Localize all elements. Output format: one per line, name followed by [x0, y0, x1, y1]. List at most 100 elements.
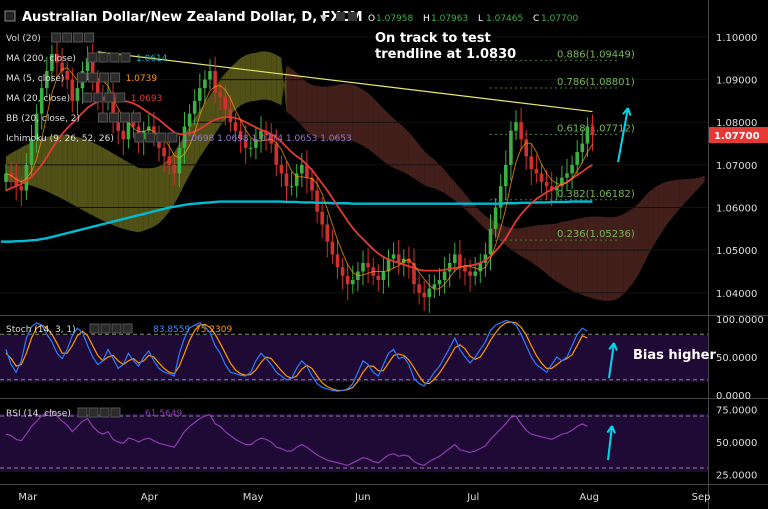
menu-icon[interactable] [111, 323, 122, 334]
eye-icon[interactable] [108, 112, 119, 123]
candle-body [203, 79, 207, 89]
eye-icon[interactable] [62, 32, 73, 43]
menu-icon[interactable] [88, 407, 99, 418]
chevron-down-icon[interactable]: ▼ [320, 14, 327, 24]
indicator-label[interactable]: MA (5, close) [6, 74, 64, 84]
candle-body [223, 96, 228, 110]
cloud-segment [62, 135, 68, 202]
candle-body [345, 275, 350, 285]
rsi-value: 61.5649 [145, 409, 182, 419]
menu-icon[interactable] [104, 92, 115, 103]
eye-icon[interactable] [145, 132, 156, 143]
candle-body [192, 100, 197, 114]
settings-icon[interactable] [89, 323, 100, 334]
price-tick-label: 1.09000 [716, 76, 757, 87]
menu-icon[interactable] [73, 32, 84, 43]
price-pane: 0.886(1.09449) 0.786(1.08801) 0.618(1.0771… [0, 36, 708, 313]
settings-icon[interactable] [77, 407, 88, 418]
eye-icon[interactable] [98, 52, 109, 63]
settings-icon[interactable] [51, 32, 62, 43]
cloud-segment [597, 216, 603, 301]
cloud-segment [638, 197, 644, 275]
menu-icon[interactable] [99, 407, 110, 418]
cloud-segment [643, 192, 649, 265]
menu-icon[interactable] [119, 112, 130, 123]
rsi-title[interactable]: RSI (14, close) [6, 409, 71, 419]
stoch-pane: Stoch (14, 3, 1) 83.8559 75.2309 [0, 319, 708, 392]
stoch-title[interactable]: Stoch (14, 3, 1) [6, 325, 76, 335]
cloud-segment [480, 211, 486, 229]
cloud-segment [429, 155, 435, 189]
cloud-segment [556, 222, 562, 285]
candle-body [213, 71, 217, 93]
menu-icon[interactable] [156, 132, 167, 143]
cloud-segment [388, 113, 394, 169]
cloud-segment [607, 217, 613, 302]
candle-body [90, 58, 95, 80]
candle-body [498, 186, 503, 208]
candle-body [45, 71, 49, 89]
cloud-segment [230, 62, 236, 115]
indicator-label[interactable]: MA (200, close) [6, 54, 76, 64]
candle-body [412, 262, 416, 285]
fib-label: 0.786(1.08801) [557, 77, 635, 88]
cloud-segment [592, 216, 598, 300]
close-icon[interactable] [122, 323, 133, 334]
close-icon[interactable] [120, 52, 131, 63]
trendline-note-line1: On track to test [375, 31, 491, 46]
settings-icon[interactable] [77, 72, 88, 83]
eye-icon[interactable] [348, 12, 357, 21]
settings-icon[interactable] [82, 92, 93, 103]
candle-body [549, 186, 554, 191]
cloud-segment [143, 168, 149, 231]
close-icon[interactable] [167, 132, 178, 143]
collapse-icon[interactable] [4, 10, 16, 22]
time-tick-label: Aug [579, 492, 599, 503]
resistance-trendline[interactable] [97, 51, 593, 113]
cloud-segment [526, 226, 532, 263]
candle-body [55, 53, 59, 63]
candle-body [300, 164, 304, 174]
indicator-label[interactable]: BB (20, close, 2) [6, 114, 80, 124]
settings-icon[interactable] [87, 52, 98, 63]
cloud-segment [194, 110, 200, 166]
stoch-k-line [5, 319, 588, 392]
price-tick-label: 1.05000 [716, 246, 757, 257]
rsi-tick-label: 50.0000 [716, 438, 757, 449]
cloud-segment [449, 176, 455, 201]
candle-body [126, 122, 131, 140]
symbol-title[interactable]: Australian Dollar/New Zealand Dollar, D,… [22, 10, 363, 25]
indicator-label[interactable]: MA (20, close) [6, 94, 70, 104]
close-icon[interactable] [130, 112, 141, 123]
cloud-segment [306, 82, 312, 136]
settings-icon[interactable] [97, 112, 108, 123]
settings-icon[interactable] [134, 132, 145, 143]
price-axis[interactable]: 1.10000 1.09000 1.08000 1.07000 1.06000 1.050… [709, 33, 768, 482]
menu-icon[interactable] [99, 72, 110, 83]
candle-body [437, 280, 442, 285]
candle-body [228, 109, 233, 123]
indicator-label[interactable]: Vol (20) [6, 34, 41, 44]
rsi-line [5, 410, 588, 467]
indicator-label[interactable]: Ichimoku (9, 26, 52, 26) [6, 134, 114, 144]
close-icon[interactable] [84, 32, 95, 43]
close-icon[interactable] [115, 92, 126, 103]
cloud-segment [546, 224, 552, 279]
menu-icon[interactable] [109, 52, 120, 63]
stoch-tick-label: 100.0000 [716, 315, 764, 326]
candle-body [172, 164, 177, 174]
candle-body [407, 258, 411, 263]
candle-body [335, 254, 340, 268]
time-axis[interactable]: Mar Apr May Jun Jul Aug Sep [18, 492, 710, 503]
cloud-segment [694, 177, 700, 193]
eye-icon[interactable] [88, 72, 99, 83]
close-icon[interactable] [110, 72, 121, 83]
eye-icon[interactable] [93, 92, 104, 103]
menu-icon[interactable] [100, 323, 111, 334]
candle-body [417, 284, 421, 293]
candle-body [131, 122, 136, 127]
cloud-segment [108, 150, 114, 226]
close-icon[interactable] [110, 407, 121, 418]
settings-icon[interactable] [336, 12, 345, 21]
fib-label: 0.236(1.05236) [557, 229, 635, 240]
